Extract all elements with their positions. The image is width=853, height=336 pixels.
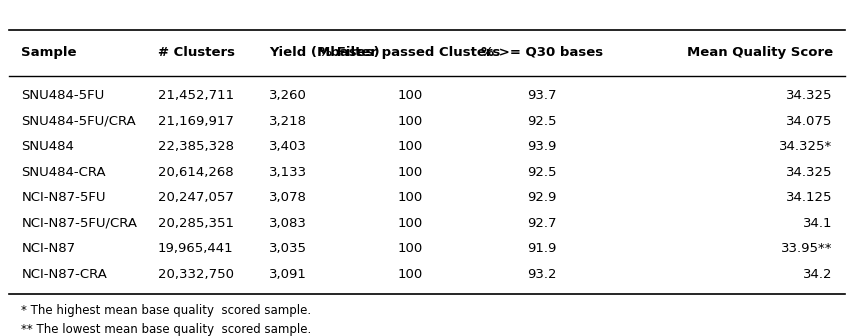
Text: ** The lowest mean base quality  scored sample.: ** The lowest mean base quality scored s… bbox=[21, 323, 311, 336]
Text: 100: 100 bbox=[397, 115, 422, 128]
Text: 100: 100 bbox=[397, 166, 422, 179]
Text: % Filter passed Clusters: % Filter passed Clusters bbox=[319, 46, 500, 58]
Text: 3,078: 3,078 bbox=[269, 192, 306, 204]
Text: 91.9: 91.9 bbox=[527, 243, 556, 255]
Text: 93.2: 93.2 bbox=[527, 268, 556, 281]
Text: 100: 100 bbox=[397, 140, 422, 153]
Text: NCI-N87-5FU: NCI-N87-5FU bbox=[21, 192, 106, 204]
Text: 34.075: 34.075 bbox=[786, 115, 832, 128]
Text: 93.9: 93.9 bbox=[527, 140, 556, 153]
Text: 93.7: 93.7 bbox=[527, 89, 556, 102]
Text: 34.325: 34.325 bbox=[786, 89, 832, 102]
Text: 3,260: 3,260 bbox=[269, 89, 306, 102]
Text: 33.95**: 33.95** bbox=[780, 243, 832, 255]
Text: * The highest mean base quality  scored sample.: * The highest mean base quality scored s… bbox=[21, 304, 311, 317]
Text: SNU484: SNU484 bbox=[21, 140, 74, 153]
Text: 3,035: 3,035 bbox=[269, 243, 306, 255]
Text: 22,385,328: 22,385,328 bbox=[158, 140, 234, 153]
Text: 100: 100 bbox=[397, 268, 422, 281]
Text: 100: 100 bbox=[397, 89, 422, 102]
Text: 92.5: 92.5 bbox=[527, 166, 556, 179]
Text: 100: 100 bbox=[397, 243, 422, 255]
Text: 92.9: 92.9 bbox=[527, 192, 556, 204]
Text: Yield (Mbases): Yield (Mbases) bbox=[269, 46, 380, 58]
Text: 20,614,268: 20,614,268 bbox=[158, 166, 234, 179]
Text: NCI-N87-CRA: NCI-N87-CRA bbox=[21, 268, 107, 281]
Text: 92.7: 92.7 bbox=[527, 217, 556, 230]
Text: SNU484-5FU/CRA: SNU484-5FU/CRA bbox=[21, 115, 136, 128]
Text: 92.5: 92.5 bbox=[527, 115, 556, 128]
Text: 34.325*: 34.325* bbox=[779, 140, 832, 153]
Text: 21,169,917: 21,169,917 bbox=[158, 115, 234, 128]
Text: 100: 100 bbox=[397, 217, 422, 230]
Text: 20,247,057: 20,247,057 bbox=[158, 192, 234, 204]
Text: # Clusters: # Clusters bbox=[158, 46, 235, 58]
Text: 20,285,351: 20,285,351 bbox=[158, 217, 234, 230]
Text: 34.325: 34.325 bbox=[786, 166, 832, 179]
Text: NCI-N87-5FU/CRA: NCI-N87-5FU/CRA bbox=[21, 217, 137, 230]
Text: 19,965,441: 19,965,441 bbox=[158, 243, 234, 255]
Text: 34.125: 34.125 bbox=[786, 192, 832, 204]
Text: % >= Q30 bases: % >= Q30 bases bbox=[480, 46, 603, 58]
Text: Sample: Sample bbox=[21, 46, 77, 58]
Text: SNU484-CRA: SNU484-CRA bbox=[21, 166, 106, 179]
Text: 3,133: 3,133 bbox=[269, 166, 307, 179]
Text: 3,403: 3,403 bbox=[269, 140, 306, 153]
Text: 100: 100 bbox=[397, 192, 422, 204]
Text: 34.2: 34.2 bbox=[802, 268, 832, 281]
Text: 3,091: 3,091 bbox=[269, 268, 306, 281]
Text: 34.1: 34.1 bbox=[802, 217, 832, 230]
Text: Mean Quality Score: Mean Quality Score bbox=[686, 46, 832, 58]
Text: 20,332,750: 20,332,750 bbox=[158, 268, 234, 281]
Text: 3,218: 3,218 bbox=[269, 115, 306, 128]
Text: NCI-N87: NCI-N87 bbox=[21, 243, 75, 255]
Text: SNU484-5FU: SNU484-5FU bbox=[21, 89, 104, 102]
Text: 3,083: 3,083 bbox=[269, 217, 306, 230]
Text: 21,452,711: 21,452,711 bbox=[158, 89, 234, 102]
